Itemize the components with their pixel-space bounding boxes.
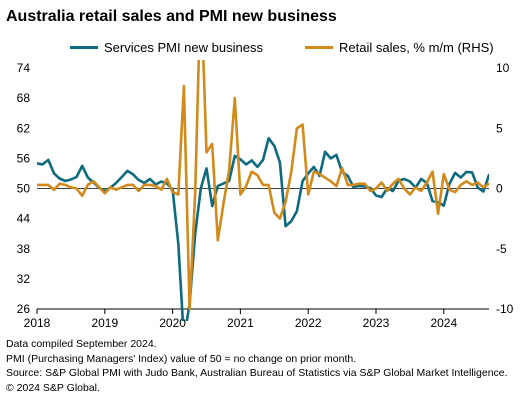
axes-layer: 26 32 38 44 50 56 62 68 74 -10 -5 0 5 10 2018 2019 2020 2… xyxy=(17,61,514,330)
chart-legend: Services PMI new business Retail sales, … xyxy=(0,40,522,58)
left-axis-tick-label: 62 xyxy=(17,121,31,135)
legend-item-retail: Retail sales, % m/m (RHS) xyxy=(305,40,494,55)
left-axis-tick-label: 68 xyxy=(17,91,31,105)
right-axis-tick-label: 10 xyxy=(496,61,510,75)
right-axis-tick-label: 5 xyxy=(496,121,503,135)
chart-plot: 26 32 38 44 50 56 62 68 74 -10 -5 0 5 10 2018 2019 2020 2… xyxy=(17,60,514,330)
left-axis-tick-label: 56 xyxy=(17,151,31,165)
right-axis-tick-label: -10 xyxy=(496,302,514,316)
x-axis-tick-label: 2024 xyxy=(430,316,457,330)
x-axis-tick-label: 2022 xyxy=(295,316,322,330)
series-line-retail xyxy=(37,60,489,311)
footnote-source: Source: S&P Global PMI with Judo Bank, A… xyxy=(6,367,508,379)
footnote-pmi-definition: PMI (Purchasing Managers' Index) value o… xyxy=(6,352,357,365)
right-axis-tick-label: 0 xyxy=(496,182,503,196)
x-axis-tick-label: 2023 xyxy=(363,316,390,330)
legend-item-pmi: Services PMI new business xyxy=(70,40,263,55)
x-axis-tick-label: 2019 xyxy=(91,316,118,330)
series-layer xyxy=(37,60,489,321)
x-axis-tick-label: 2021 xyxy=(227,316,254,330)
left-axis-tick-label: 50 xyxy=(17,182,31,196)
x-axis-tick-label: 2020 xyxy=(159,316,186,330)
right-axis-tick-label: -5 xyxy=(496,242,507,256)
chart-title: Australia retail sales and PMI new busin… xyxy=(6,8,337,25)
legend-label-retail: Retail sales, % m/m (RHS) xyxy=(339,40,494,55)
left-axis-tick-label: 32 xyxy=(17,272,31,286)
legend-label-pmi: Services PMI new business xyxy=(104,40,263,55)
left-axis-tick-label: 38 xyxy=(17,242,31,256)
x-axis-tick-label: 2018 xyxy=(24,316,51,330)
chart-footnotes: Data compiled September 2024. PMI (Purch… xyxy=(6,337,508,395)
footnote-copyright: © 2024 S&P Global. xyxy=(6,381,100,394)
footnote-data-compiled: Data compiled September 2024. xyxy=(6,338,157,350)
left-axis-tick-label: 26 xyxy=(17,302,31,316)
legend-swatch-retail xyxy=(305,46,333,49)
series-line-pmi xyxy=(37,137,489,321)
left-axis-tick-label: 44 xyxy=(17,212,31,226)
left-axis-tick-label: 74 xyxy=(17,61,31,75)
legend-swatch-pmi xyxy=(70,46,98,49)
